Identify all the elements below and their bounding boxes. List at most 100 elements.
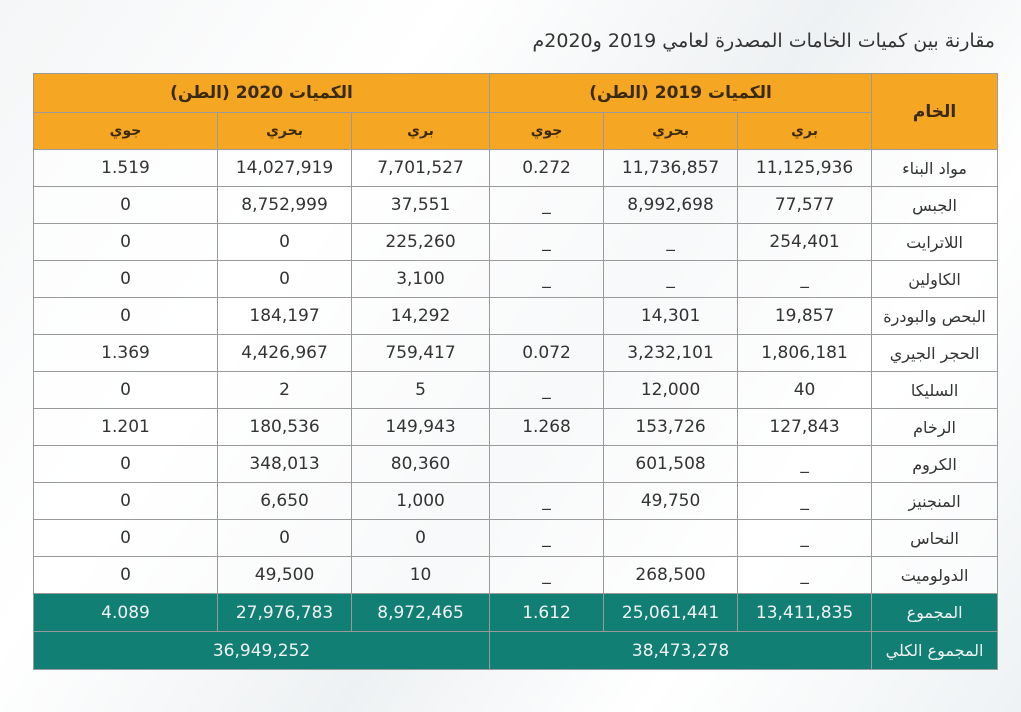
cell-2019-land: _ [737, 260, 873, 298]
material-name: مواد البناء [871, 149, 999, 187]
grand-total-label: المجموع الكلي [871, 631, 999, 670]
material-name: الكروم [871, 445, 999, 483]
material-name: الجبس [871, 186, 999, 224]
cell-2020-sea: 6,650 [217, 482, 353, 520]
total-2019-air: 1.612 [489, 593, 605, 632]
table-row: مواد البناء 11,125,936 11,736,857 0.272 … [32, 149, 999, 187]
cell-2019-sea: 14,301 [603, 297, 739, 335]
cell-2019-air: _ [489, 482, 605, 520]
table-row: الكروم _ 601,508 80,360 348,013 0 [32, 445, 999, 483]
cell-2019-sea [603, 519, 739, 557]
cell-2019-air: 0.272 [489, 149, 605, 187]
cell-2019-sea: _ [603, 223, 739, 261]
land-2019-header: بري [737, 112, 873, 150]
cell-2020-air: 0 [32, 260, 219, 298]
cell-2020-land: 759,417 [351, 334, 491, 372]
material-name: الكاولين [871, 260, 999, 298]
cell-2020-air: 0 [32, 482, 219, 520]
cell-2020-sea: 4,426,967 [217, 334, 353, 372]
material-name: البحص والبودرة [871, 297, 999, 335]
cell-2020-sea: 2 [217, 371, 353, 409]
cell-2019-land: 11,125,936 [737, 149, 873, 187]
cell-2019-sea: 49,750 [603, 482, 739, 520]
cell-2020-sea: 8,752,999 [217, 186, 353, 224]
material-name: الحجر الجيري [871, 334, 999, 372]
group-2020-header: الكميات 2020 (الطن) [32, 73, 491, 113]
air-2020-header: جوي [32, 112, 219, 150]
table-row: البحص والبودرة 19,857 14,301 14,292 184,… [32, 297, 999, 335]
cell-2019-air: _ [489, 556, 605, 594]
air-2019-header: جوي [489, 112, 605, 150]
cell-2020-sea: 184,197 [217, 297, 353, 335]
table-row: اللاترايت 254,401 _ _ 225,260 0 0 [32, 223, 999, 261]
cell-2020-land: 225,260 [351, 223, 491, 261]
cell-2019-land: 40 [737, 371, 873, 409]
cell-2019-sea: 8,992,698 [603, 186, 739, 224]
material-header: الخام [871, 73, 999, 150]
cell-2020-sea: 0 [217, 260, 353, 298]
material-name: السليكا [871, 371, 999, 409]
cell-2019-sea: 153,726 [603, 408, 739, 446]
material-name: الرخام [871, 408, 999, 446]
cell-2020-land: 149,943 [351, 408, 491, 446]
cell-2019-air: _ [489, 260, 605, 298]
table-row: الرخام 127,843 153,726 1.268 149,943 180… [32, 408, 999, 446]
cell-2020-sea: 348,013 [217, 445, 353, 483]
table-row: الدولوميت _ 268,500 _ 10 49,500 0 [32, 556, 999, 594]
cell-2020-land: 80,360 [351, 445, 491, 483]
table-row: الجبس 77,577 8,992,698 _ 37,551 8,752,99… [32, 186, 999, 224]
cell-2019-sea: 12,000 [603, 371, 739, 409]
cell-2019-air: _ [489, 371, 605, 409]
cell-2019-land: _ [737, 519, 873, 557]
cell-2020-air: 0 [32, 297, 219, 335]
cell-2020-land: 1,000 [351, 482, 491, 520]
table-row: الكاولين _ _ _ 3,100 0 0 [32, 260, 999, 298]
total-label: المجموع [871, 593, 999, 632]
cell-2019-land: 1,806,181 [737, 334, 873, 372]
cell-2019-air: _ [489, 519, 605, 557]
cell-2019-land: 254,401 [737, 223, 873, 261]
group-2019-header: الكميات 2019 (الطن) [489, 73, 873, 113]
cell-2020-sea: 14,027,919 [217, 149, 353, 187]
table-row: النحاس _ _ 0 0 0 [32, 519, 999, 557]
cell-2020-land: 5 [351, 371, 491, 409]
cell-2020-air: 0 [32, 519, 219, 557]
cell-2020-air: 0 [32, 223, 219, 261]
cell-2019-land: 127,843 [737, 408, 873, 446]
cell-2020-air: 1.369 [32, 334, 219, 372]
cell-2020-land: 3,100 [351, 260, 491, 298]
cell-2020-sea: 49,500 [217, 556, 353, 594]
cell-2019-land: 19,857 [737, 297, 873, 335]
cell-2020-land: 10 [351, 556, 491, 594]
cell-2019-sea: _ [603, 260, 739, 298]
grand-total-2019: 38,473,278 [489, 631, 873, 670]
cell-2019-air: _ [489, 223, 605, 261]
material-name: اللاترايت [871, 223, 999, 261]
material-name: المنجنيز [871, 482, 999, 520]
cell-2020-land: 7,701,527 [351, 149, 491, 187]
sea-2019-header: بحري [603, 112, 739, 150]
cell-2019-land: _ [737, 482, 873, 520]
total-2020-sea: 27,976,783 [217, 593, 353, 632]
grand-total-row: المجموع الكلي 38,473,278 36,949,252 [32, 631, 999, 670]
total-2020-air: 4.089 [32, 593, 219, 632]
cell-2020-land: 14,292 [351, 297, 491, 335]
material-name: النحاس [871, 519, 999, 557]
cell-2020-air: 0 [32, 445, 219, 483]
cell-2020-land: 0 [351, 519, 491, 557]
cell-2019-air [489, 445, 605, 483]
material-name: الدولوميت [871, 556, 999, 594]
cell-2019-sea: 268,500 [603, 556, 739, 594]
table-row: السليكا 40 12,000 _ 5 2 0 [32, 371, 999, 409]
cell-2019-air: 1.268 [489, 408, 605, 446]
cell-2020-air: 1.201 [32, 408, 219, 446]
land-2020-header: بري [351, 112, 491, 150]
exports-comparison-table: الخام الكميات 2019 (الطن) الكميات 2020 (… [32, 73, 999, 670]
grand-total-2020: 36,949,252 [32, 631, 491, 670]
table-row: المنجنيز _ 49,750 _ 1,000 6,650 0 [32, 482, 999, 520]
cell-2020-sea: 0 [217, 519, 353, 557]
sea-2020-header: بحري [217, 112, 353, 150]
cell-2020-air: 0 [32, 186, 219, 224]
cell-2019-air [489, 297, 605, 335]
cell-2019-sea: 3,232,101 [603, 334, 739, 372]
